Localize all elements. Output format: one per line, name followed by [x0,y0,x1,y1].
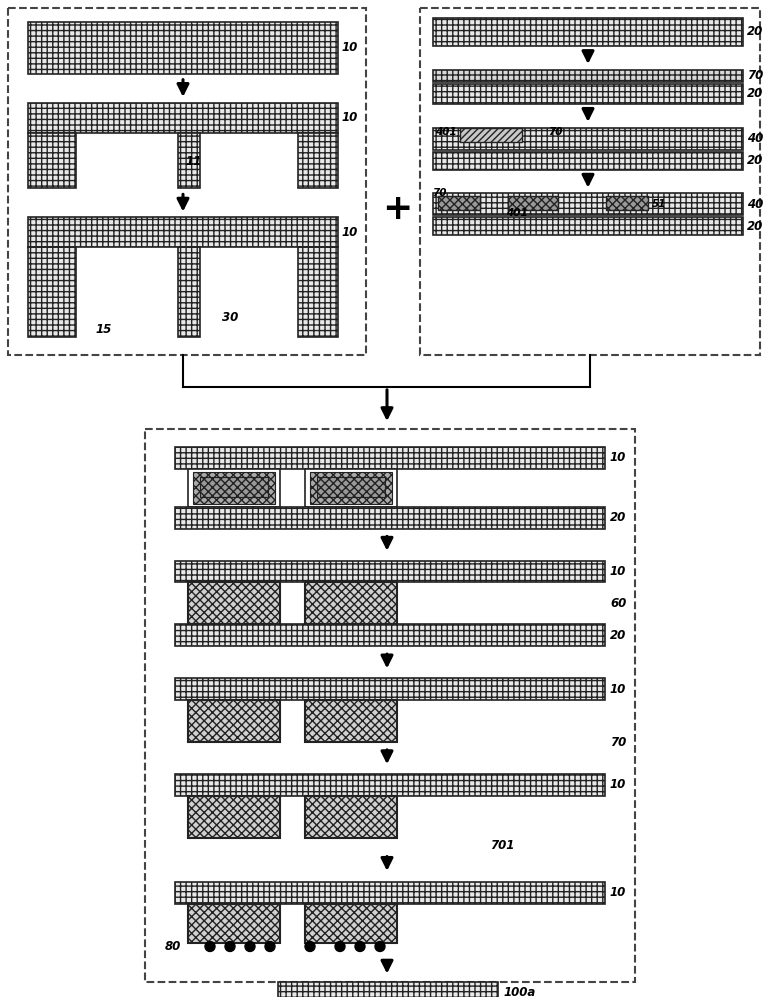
Bar [310,472,392,504]
Circle shape [225,941,235,951]
Bar [305,469,397,507]
Text: 60: 60 [610,597,626,610]
Text: 401: 401 [435,127,457,137]
Bar [305,700,397,742]
Text: 70: 70 [432,188,447,198]
Bar [188,904,280,943]
Bar [188,700,280,742]
Bar [175,447,605,469]
Bar [438,196,480,210]
Text: 40: 40 [747,198,763,211]
Bar [433,70,743,82]
Bar [305,700,397,742]
Text: 20: 20 [610,511,626,524]
Bar [433,217,743,235]
Bar [175,507,605,529]
Bar [145,429,635,982]
Text: 10: 10 [342,111,358,124]
Bar [8,8,366,355]
Circle shape [305,941,315,951]
Text: 10: 10 [342,226,358,239]
Bar [278,982,498,1000]
Text: 51: 51 [652,199,666,209]
Circle shape [265,941,275,951]
Circle shape [355,941,365,951]
Bar [175,624,605,646]
Bar [188,469,280,507]
Text: 80: 80 [165,940,181,953]
Bar [508,196,558,210]
Text: 10: 10 [610,565,626,578]
Text: 10: 10 [610,683,626,696]
Bar [188,700,280,742]
Circle shape [375,941,385,951]
Bar [433,152,743,170]
Bar [433,84,743,104]
Bar [305,796,397,838]
Bar [317,477,385,497]
Bar [200,477,268,497]
Bar [460,128,522,142]
Text: 10: 10 [610,778,626,791]
Bar [188,582,280,624]
Text: 10: 10 [342,41,358,54]
Bar [28,217,338,247]
Bar [298,133,338,188]
Text: 70: 70 [747,69,763,82]
Text: 70: 70 [610,736,626,749]
Bar [305,582,397,624]
Bar [433,128,743,150]
Text: 701: 701 [490,839,515,852]
Bar [305,582,397,624]
Bar [188,582,280,624]
Text: 30: 30 [222,311,238,324]
Text: +: + [382,192,413,226]
Text: 10: 10 [610,451,626,464]
Text: 20: 20 [747,25,763,38]
Bar [28,133,76,188]
Bar [193,472,275,504]
Bar [606,196,648,210]
Bar [188,904,280,943]
Text: 20: 20 [747,154,763,167]
Bar [28,247,76,337]
Bar [175,882,605,904]
Circle shape [245,941,255,951]
Bar [305,796,397,838]
Bar [178,247,200,337]
Text: 20: 20 [747,220,763,233]
Bar [188,796,280,838]
Bar [175,561,605,582]
Bar [175,774,605,796]
Circle shape [335,941,345,951]
Bar [188,796,280,838]
Circle shape [205,941,215,951]
Text: 10: 10 [610,886,626,899]
Bar [433,18,743,46]
Bar [175,678,605,700]
Bar [305,904,397,943]
Bar [298,247,338,337]
Text: 70: 70 [548,127,563,137]
Text: 401: 401 [506,208,528,218]
Bar [28,22,338,74]
Bar [420,8,760,355]
Text: 40: 40 [747,132,763,145]
Bar [178,133,200,188]
Bar [433,193,743,215]
Text: 20: 20 [610,629,626,642]
Text: 11: 11 [185,155,201,168]
Bar [28,103,338,133]
Text: 100a: 100a [503,986,536,999]
Text: 15: 15 [95,323,111,336]
Bar [305,904,397,943]
Text: 20: 20 [747,87,763,100]
